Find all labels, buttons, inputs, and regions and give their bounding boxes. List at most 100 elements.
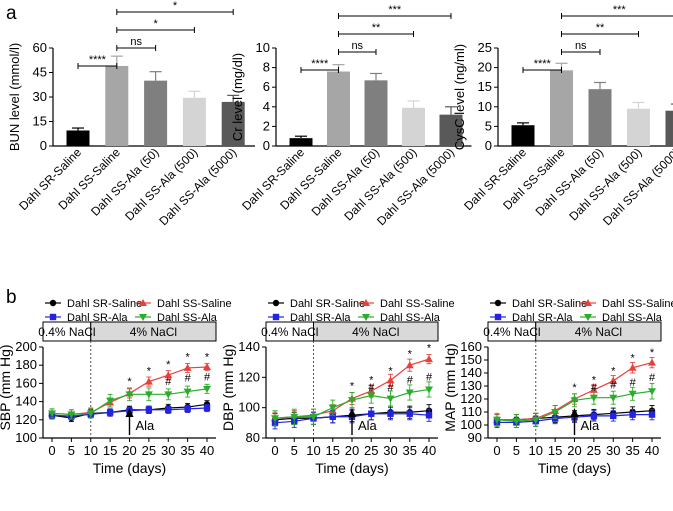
- ala-arrow-label: Ala: [358, 418, 378, 433]
- significance-mark: #: [630, 377, 637, 389]
- bar-2: [588, 89, 612, 146]
- x-tick-label: 15: [548, 443, 562, 458]
- point-marker: [425, 412, 433, 419]
- point-marker: [494, 313, 502, 321]
- phase-label: 0.4% NaCl: [38, 325, 95, 339]
- significance-label: ****: [311, 58, 329, 70]
- panel-label-b: b: [6, 287, 17, 308]
- point-marker: [164, 371, 173, 379]
- y-tick-label: 5: [485, 118, 492, 133]
- significance-label: *: [173, 0, 178, 12]
- legend-label: Dahl SS-Saline: [380, 298, 455, 310]
- point-marker: [405, 361, 414, 369]
- x-tick-label: 30: [161, 443, 175, 458]
- bar-1: [327, 71, 350, 146]
- y-tick-label: 60: [33, 40, 47, 55]
- y-tick-label: 140: [15, 394, 37, 409]
- point-marker: [610, 412, 617, 420]
- x-tick-label: 20: [122, 443, 136, 458]
- legend-label: Dahl SS-Ala: [157, 312, 218, 324]
- significance-mark: #: [591, 382, 598, 394]
- point-marker: [272, 299, 280, 307]
- bar-4: [221, 101, 245, 146]
- x-tick-label: 40: [422, 443, 436, 458]
- legend-label: Dahl SR-Ala: [512, 312, 573, 324]
- significance-label: **: [596, 22, 605, 34]
- legend-label: Dahl SR-Ala: [290, 312, 351, 324]
- phase-bar-high-salt: [535, 321, 662, 342]
- point-marker: [203, 363, 211, 371]
- y-tick-label: 0: [40, 138, 47, 153]
- legend-label: Dahl SS-Ala: [380, 312, 441, 324]
- x-tick-label: 35: [180, 443, 194, 458]
- phase-label: 0.4% NaCl: [261, 325, 318, 339]
- significance-mark: #: [165, 376, 172, 388]
- point-marker: [368, 410, 375, 417]
- significance-mark: #: [649, 372, 656, 384]
- y-tick-label: 130: [460, 378, 482, 393]
- y-tick-label: 100: [460, 417, 482, 432]
- significance-mark: *: [369, 374, 374, 386]
- x-tick-label: 0: [493, 443, 500, 458]
- significance-label: ***: [388, 4, 402, 16]
- bar-1: [105, 65, 129, 146]
- y-tick-label: 120: [238, 369, 260, 384]
- point-marker: [164, 391, 173, 399]
- legend-label: Dahl SR-Ala: [67, 312, 128, 324]
- significance-mark: *: [427, 343, 432, 355]
- significance-label: ns: [575, 40, 587, 52]
- point-marker: [425, 386, 433, 394]
- y-tick-label: 15: [33, 114, 47, 129]
- significance-mark: #: [610, 380, 617, 392]
- significance-mark: *: [185, 352, 190, 364]
- significance-mark: *: [408, 349, 413, 361]
- point-marker: [144, 391, 153, 399]
- legend-label: Dahl SS-Saline: [602, 298, 673, 310]
- point-marker: [590, 412, 598, 420]
- point-marker: [628, 363, 637, 371]
- x-tick-label: 30: [383, 443, 397, 458]
- significance-mark: *: [127, 376, 132, 388]
- point-marker: [494, 299, 502, 307]
- point-marker: [49, 313, 57, 321]
- significance-mark: #: [387, 382, 394, 394]
- x-tick-label: 25: [364, 443, 378, 458]
- panel-label-a: a: [6, 3, 17, 24]
- ala-arrow-head: [125, 408, 134, 417]
- point-marker: [425, 355, 433, 363]
- category-label: Dahl SS-Ala (50): [309, 145, 383, 219]
- phase-bar-high-salt: [90, 321, 217, 342]
- point-marker: [406, 410, 413, 417]
- x-tick-label: 10: [84, 443, 98, 458]
- significance-mark: *: [650, 347, 655, 359]
- phase-label: 0.4% NaCl: [483, 325, 540, 339]
- y-tick-label: 100: [238, 400, 260, 415]
- significance-label: ***: [613, 4, 627, 16]
- significance-mark: *: [350, 380, 355, 392]
- legend-label: Dahl SR-Saline: [67, 298, 142, 310]
- point-marker: [86, 410, 95, 418]
- y-tick-label: 0: [263, 138, 270, 153]
- point-marker: [367, 392, 376, 400]
- y-axis-title: DBP (mm Hg): [220, 344, 236, 431]
- legend-label: Dahl SR-Saline: [512, 298, 587, 310]
- x-tick-label: 15: [326, 443, 340, 458]
- y-tick-label: 120: [15, 412, 37, 427]
- y-tick-label: 25: [478, 40, 492, 55]
- point-marker: [648, 388, 656, 396]
- x-tick-label: 20: [345, 443, 359, 458]
- point-marker: [648, 358, 656, 366]
- point-marker: [106, 397, 115, 405]
- y-tick-label: 0: [485, 138, 492, 153]
- point-marker: [290, 413, 299, 421]
- point-marker: [629, 411, 636, 418]
- y-axis-title: Cr level (mg/dl): [230, 53, 245, 141]
- bar-3: [402, 107, 425, 146]
- significance-mark: #: [185, 373, 192, 385]
- significance-mark: #: [368, 382, 375, 394]
- bar-0: [511, 125, 535, 146]
- sbp-line-chart: 100 120 140 160 180 200 0 5 10 15 20 25 30 35 40 Time (…: [0, 298, 232, 476]
- y-tick-label: 2: [263, 118, 270, 133]
- y-tick-label: 45: [33, 65, 47, 80]
